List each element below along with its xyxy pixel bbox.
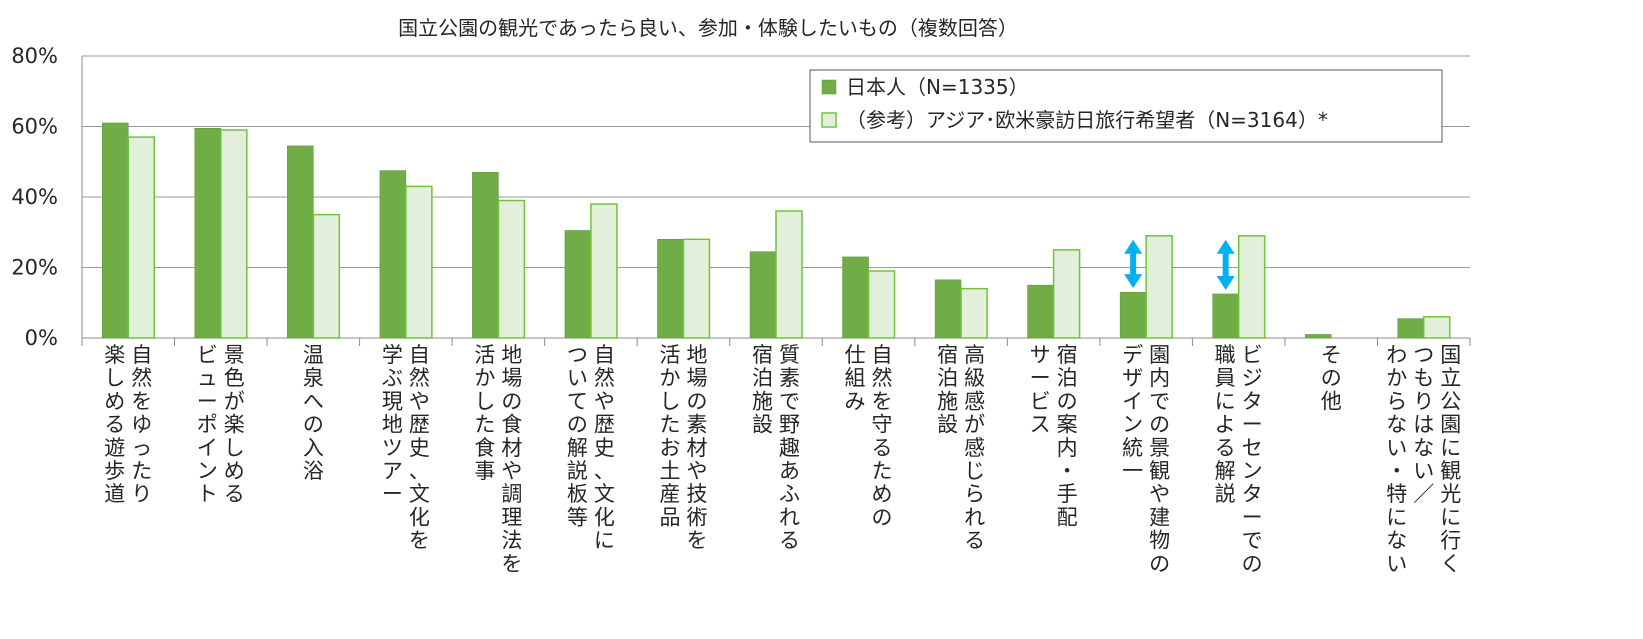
bar-series1: [934, 279, 962, 339]
bar-series1: [1027, 284, 1054, 339]
chart-title: 国立公園の観光であったら良い、参加・体験したいもの（複数回答）: [398, 16, 1018, 40]
category-label-line: 自然や歴史、文化を: [409, 343, 430, 553]
category-label-line: 地場の食材や調理法を: [501, 343, 522, 576]
bar-series1: [749, 251, 777, 339]
bar-series1: [379, 170, 407, 339]
bar-series1: [102, 122, 129, 339]
category-label-line: 地場の素材や技術を: [686, 343, 707, 553]
category-label-line: ついての解説板等: [567, 343, 588, 529]
category-label: 温泉への入浴: [303, 343, 324, 483]
category-label-line: 活かしたお土産品: [659, 343, 680, 529]
bar-series2: [1145, 235, 1173, 339]
y-tick-label: 20%: [11, 256, 58, 280]
category-label-line: ビューポイント: [197, 343, 218, 506]
category-label-line: 学ぶ現地ツアー: [382, 343, 403, 506]
annotations: [1124, 239, 1235, 290]
category-label-line: 温泉への入浴: [303, 343, 324, 483]
bar-series2: [405, 185, 433, 339]
category-label-line: 高級感が感じられる: [964, 343, 985, 553]
bar-series2: [127, 136, 156, 339]
category-label-line: 自然や歴史、文化に: [594, 343, 615, 553]
category-label-line: サービス: [1030, 343, 1051, 437]
legend-swatch-series2: [821, 112, 837, 128]
bar-series2: [497, 199, 526, 339]
bar-series1: [1397, 318, 1424, 339]
bar-series2: [960, 287, 988, 339]
category-label-line: 質素で野趣あふれる: [779, 343, 800, 553]
difference-arrow: [1124, 239, 1143, 289]
bar-series2: [312, 213, 341, 339]
bar-series1: [287, 145, 314, 339]
category-label: その他: [1321, 343, 1342, 413]
category-label-line: 景色が楽しめる: [224, 343, 245, 506]
arrow-head-down: [1216, 275, 1235, 290]
bar-series2: [1237, 235, 1266, 339]
category-label-line: わからない・特にない: [1386, 343, 1407, 576]
category-label-line: 宿泊施設: [752, 343, 773, 437]
bar-series2: [220, 129, 248, 339]
category-label-line: ビジターセンターでの: [1242, 343, 1263, 576]
legend: 日本人（N=1335） （参考）アジア･欧米豪訪日旅行希望者（N=3164）*: [809, 69, 1443, 143]
category-label-line: その他: [1321, 343, 1342, 413]
bar-series1: [1212, 293, 1239, 339]
bar-series1: [472, 172, 499, 339]
arrow-head-up: [1216, 239, 1235, 254]
difference-arrow: [1216, 239, 1235, 290]
legend-label-series1: 日本人（N=1335）: [846, 75, 1029, 99]
category-label-line: 職員による解説: [1215, 343, 1236, 506]
category-label-line: 園内での景観や建物の: [1149, 343, 1170, 576]
y-tick-label: 40%: [11, 185, 58, 209]
bar-series1: [564, 230, 592, 339]
bar-series2: [682, 238, 711, 339]
arrow-head-up: [1124, 239, 1143, 254]
x-axis: 自然をゆったり楽しめる遊歩道景色が楽しめるビューポイント温泉への入浴自然や歴史、…: [81, 338, 1471, 576]
category-label-line: 自然を守るための: [872, 343, 893, 529]
legend-label-series2: （参考）アジア･欧米豪訪日旅行希望者（N=3164）*: [846, 108, 1328, 132]
y-axis: 0% 20% 40% 60% 80%: [11, 44, 83, 350]
bar-series2: [590, 203, 618, 339]
bar-series2: [1422, 316, 1451, 339]
category-label-line: デザイン統一: [1122, 343, 1143, 483]
category-label-line: つもりはない／: [1413, 343, 1434, 506]
arrow-head-down: [1124, 274, 1143, 289]
legend-swatch-series1: [821, 79, 837, 95]
category-label-line: 自然をゆったり: [131, 343, 152, 506]
bars: [102, 122, 1451, 339]
bar-series1: [842, 256, 869, 339]
bar-series1: [1304, 334, 1332, 339]
legend-box: [809, 69, 1443, 143]
y-tick-label: 0%: [25, 326, 58, 350]
y-tick-label: 80%: [11, 44, 58, 68]
category-label-line: 楽しめる遊歩道: [104, 343, 125, 506]
y-tick-label: 60%: [11, 115, 58, 139]
category-label-line: 宿泊の案内・手配: [1057, 343, 1078, 529]
category-label-line: 活かした食事: [474, 343, 495, 483]
category-label-line: 宿泊施設: [937, 343, 958, 437]
bar-series1: [194, 128, 222, 339]
category-label-line: 国立公園に観光に行く: [1440, 343, 1461, 576]
bar-series2: [1052, 249, 1081, 339]
bar-series1: [657, 239, 684, 339]
category-label-line: 仕組み: [845, 343, 866, 413]
bar-series2: [775, 210, 803, 339]
bar-series2: [867, 270, 896, 339]
bar-series1: [1119, 291, 1147, 339]
